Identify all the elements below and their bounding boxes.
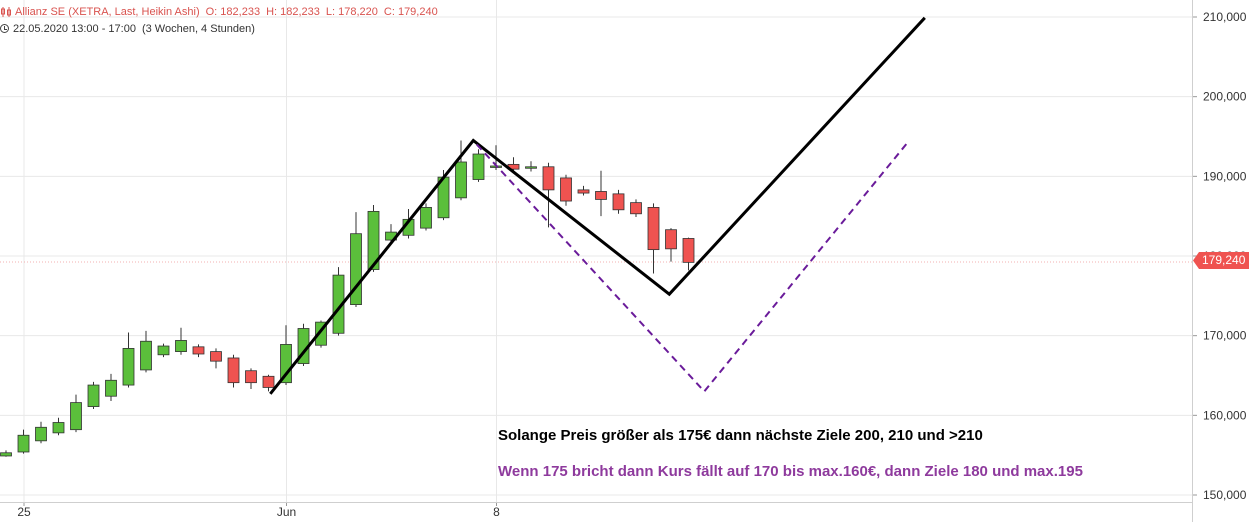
candle-up xyxy=(87,384,100,407)
period-row: 22.05.2020 13:00 - 17:00 (3 Wochen, 4 St… xyxy=(0,20,438,37)
x-tick-label: 25 xyxy=(17,505,31,519)
scenario-lines xyxy=(269,16,926,395)
low-value: L: 178,220 xyxy=(325,5,378,18)
candle-down xyxy=(577,189,590,194)
candle-up xyxy=(52,422,65,434)
candle-down xyxy=(262,375,275,388)
high-value: H: 182,233 xyxy=(266,5,320,18)
candle-up xyxy=(280,344,292,384)
last-price-tag: 179,240 xyxy=(1193,252,1249,269)
scenario-note-main: Solange Preis größer als 175€ dann nächs… xyxy=(498,427,983,444)
close-value: C: 179,240 xyxy=(383,5,438,18)
y-tick-label: 200,000 xyxy=(1203,90,1247,104)
candle-up xyxy=(315,321,327,346)
period-range: 22.05.2020 13:00 - 17:00 xyxy=(13,22,136,35)
candle-up xyxy=(525,166,537,169)
candle-up xyxy=(367,210,380,270)
candle-up xyxy=(350,233,362,305)
candle-up xyxy=(455,161,467,199)
scenario-main-line xyxy=(269,16,926,395)
candle-down xyxy=(630,202,642,215)
candle-down xyxy=(612,193,625,211)
candle-down xyxy=(560,177,572,202)
candle-up xyxy=(0,452,12,457)
candle-down xyxy=(595,191,607,200)
y-tick-label: 160,000 xyxy=(1203,408,1247,422)
scenario-note-alt: Wenn 175 bricht dann Kurs fällt auf 170 … xyxy=(498,463,1083,480)
y-tick-label: 190,000 xyxy=(1203,169,1247,183)
x-tick-label: Jun xyxy=(277,505,296,519)
price-tag-shape xyxy=(1193,252,1249,269)
candle-down xyxy=(542,166,555,191)
last-price-label: 179,240 xyxy=(1202,253,1246,267)
candle-up xyxy=(70,402,82,431)
candle-down xyxy=(210,351,222,362)
candlestick-series xyxy=(0,140,695,457)
candle-down xyxy=(665,229,677,250)
candle-down xyxy=(682,238,695,263)
chart-grid xyxy=(0,0,1192,502)
period-interval: (3 Wochen, 4 Stunden) xyxy=(141,22,255,35)
clock-icon xyxy=(0,24,9,33)
candle-up xyxy=(105,379,117,397)
y-tick-label: 170,000 xyxy=(1203,329,1247,343)
candle-up xyxy=(157,345,170,356)
candle-up xyxy=(175,340,187,352)
candle-down xyxy=(245,370,257,384)
instrument-name: Allianz SE (XETRA, Last, Heikin Ashi) xyxy=(15,5,200,18)
heikin-ashi-candles-icon xyxy=(1,6,11,17)
y-tick-label: 150,000 xyxy=(1203,488,1247,502)
chart-header: Allianz SE (XETRA, Last, Heikin Ashi) O:… xyxy=(0,3,438,37)
candle-down xyxy=(192,346,205,355)
candle-up xyxy=(122,348,135,386)
candle-up xyxy=(140,340,152,371)
candle-up xyxy=(35,426,47,442)
candle-up xyxy=(472,153,485,180)
candle-up xyxy=(17,434,30,453)
scenario-alt-line xyxy=(476,142,909,393)
open-value: O: 182,233 xyxy=(205,5,261,18)
candle-down xyxy=(647,207,660,251)
y-tick-label: 210,000 xyxy=(1203,10,1247,24)
candle-up xyxy=(420,207,432,229)
instrument-row: Allianz SE (XETRA, Last, Heikin Ashi) O:… xyxy=(0,3,438,20)
candle-down xyxy=(227,357,240,384)
x-tick-label: 8 xyxy=(493,505,500,519)
